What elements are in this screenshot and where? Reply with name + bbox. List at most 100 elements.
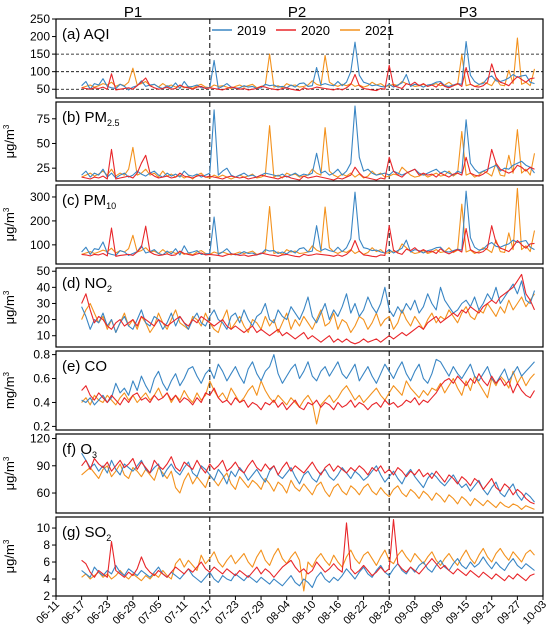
x-tick-label-9: 08-04 [264, 599, 292, 627]
unit-label: mg/m3 [2, 371, 17, 409]
y-tick-label-0: 50 [37, 82, 51, 96]
y-tick-label-3: 200 [30, 30, 50, 44]
panel-label-subscript: 2 [106, 533, 111, 543]
x-tick-label-2: 06-23 [85, 599, 113, 627]
unit-label-superscript: 3 [2, 207, 11, 212]
x-tick-label-10: 08-10 [290, 599, 318, 627]
y-tick-label-2: 300 [30, 190, 50, 204]
y-tick-label-1: 20 [37, 313, 51, 327]
panel-label: (b) PM2.5 [62, 109, 120, 128]
panel-label: (g) SO2 [62, 524, 111, 543]
y-tick-label-2: 6 [43, 555, 50, 569]
y-tick-label-1: 100 [30, 65, 50, 79]
panel-frame [55, 101, 544, 182]
y-tick-label-0: 0.2 [33, 419, 50, 433]
panel-6: 2 4 6 8 10 (g) SO2 μg/m3 [2, 516, 544, 603]
y-tick-label-0: 25 [37, 161, 51, 175]
y-tick-label-2: 75 [37, 112, 51, 126]
y-tick-label-1: 90 [37, 459, 51, 473]
unit-label-superscript: 3 [2, 290, 11, 295]
panel-label: (a) AQI [62, 26, 110, 43]
panel-label-subscript: 2 [107, 284, 112, 294]
panel-2: 100 200 300 (c) PM10 μg/m3 [2, 184, 544, 265]
panel-3: 10 20 30 40 50 (d) NO2 μg/m3 [2, 264, 544, 348]
series-2019 [81, 452, 535, 503]
y-tick-label-4: 250 [30, 12, 50, 26]
panel-label: (d) NO2 [62, 275, 112, 294]
panel-label-subscript: 3 [92, 450, 97, 460]
y-tick-label-3: 40 [37, 280, 51, 294]
series-2020 [81, 373, 535, 411]
panel-1: 25 50 75 (b) PM2.5 μg/m3 [2, 101, 544, 182]
series-2021 [81, 370, 535, 425]
legend: 2019 2020 2021 [212, 23, 394, 38]
legend-label-2019: 2019 [237, 23, 266, 38]
series-2019 [81, 280, 536, 334]
series-2019 [81, 354, 535, 406]
panel-frame [55, 516, 544, 597]
series-2019 [81, 105, 535, 179]
x-tick-label-16: 09-15 [444, 599, 472, 627]
x-tick-label-19: 10-03 [521, 599, 549, 627]
y-tick-label-1: 4 [43, 572, 50, 586]
panel-label: (f) O3 [62, 441, 97, 460]
y-tick-label-0: 2 [43, 589, 50, 603]
y-tick-label-1: 0.4 [33, 395, 50, 409]
panel-label: (c) PM10 [62, 192, 116, 211]
series-2021 [81, 463, 535, 510]
panel-frame [55, 267, 544, 348]
series-2020 [81, 518, 535, 582]
period-label-p1: P1 [124, 4, 142, 21]
unit-label-superscript: 3 [2, 124, 11, 129]
x-tick-label-4: 07-05 [136, 599, 164, 627]
panel-0: 50 100 150 200 250 (a) AQI [30, 12, 544, 99]
panel-frame [55, 350, 544, 431]
panel-label-subscript: 2.5 [107, 118, 120, 128]
series-2020 [81, 63, 535, 92]
series-2019 [81, 556, 535, 589]
y-tick-label-0: 10 [37, 329, 51, 343]
panel-frame [55, 184, 544, 265]
panel-4: 0.2 0.4 0.6 0.8 (e) CO mg/m3 [2, 348, 544, 433]
unit-label: μg/m3 [2, 124, 17, 158]
panel-label-subscript: 10 [106, 201, 116, 211]
legend-label-2020: 2020 [301, 23, 330, 38]
series-2019 [81, 190, 535, 256]
series-2020 [81, 456, 535, 505]
period-label-p3: P3 [459, 4, 477, 21]
x-tick-label-0: 06-11 [34, 599, 62, 627]
series-2020 [81, 273, 536, 345]
x-tick-label-7: 07-23 [213, 599, 241, 627]
x-tick-label-6: 07-17 [188, 599, 216, 627]
x-tick-label-17: 09-21 [469, 599, 497, 627]
period-labels: P1 P2 P3 [124, 4, 477, 21]
unit-label: μg/m3 [2, 539, 17, 573]
x-axis: 06-1106-1706-2306-2907-0507-1107-1707-23… [34, 596, 549, 627]
y-tick-label-4: 10 [37, 521, 51, 535]
x-tick-label-11: 08-16 [316, 599, 344, 627]
period-label-p2: P2 [288, 4, 306, 21]
x-tick-label-8: 07-29 [239, 599, 267, 627]
series-2020 [81, 225, 535, 258]
panel-label: (e) CO [62, 358, 107, 375]
y-tick-label-0: 60 [37, 486, 51, 500]
x-tick-label-3: 06-29 [111, 599, 139, 627]
y-tick-label-2: 30 [37, 296, 51, 310]
y-tick-label-4: 50 [37, 264, 51, 278]
y-tick-label-0: 100 [30, 238, 50, 252]
y-tick-label-3: 8 [43, 538, 50, 552]
series-2021 [81, 547, 535, 592]
x-tick-label-15: 09-09 [418, 599, 446, 627]
panel-5: 60 90 120 (f) O3 μg/m3 [2, 432, 544, 514]
y-tick-label-2: 150 [30, 47, 50, 61]
panel-frame [55, 18, 544, 99]
panel-frame [55, 433, 544, 514]
y-tick-label-3: 0.8 [33, 348, 50, 362]
x-tick-label-1: 06-17 [59, 599, 87, 627]
series-2020 [81, 148, 535, 181]
x-tick-label-13: 08-28 [367, 599, 395, 627]
y-tick-label-1: 200 [30, 214, 50, 228]
x-tick-label-5: 07-11 [163, 599, 191, 627]
unit-label: μg/m3 [2, 207, 17, 241]
